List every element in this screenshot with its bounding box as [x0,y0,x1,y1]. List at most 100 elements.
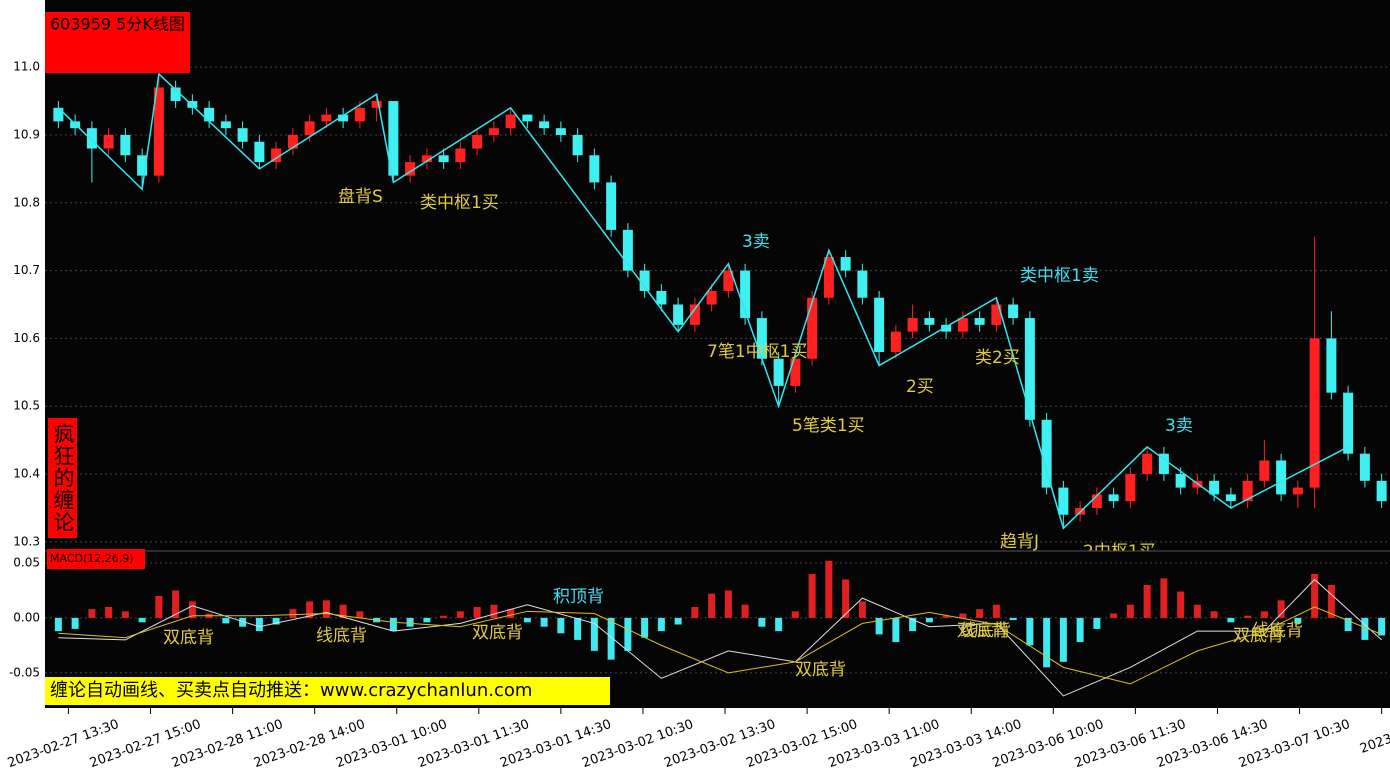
candle-body [488,128,499,135]
candle-body [405,162,416,176]
macd-bar [775,617,783,632]
y-tick-label: 10.3 [13,534,40,548]
macd-bar [808,573,816,618]
candle-body [790,358,801,386]
annotation: 2买 [906,377,934,397]
macd-bar [892,617,900,643]
candle-body [807,297,818,359]
macd-bar [138,617,146,623]
banner-box [45,677,610,705]
candle-body [120,134,131,156]
macd-bar [523,617,531,623]
macd-bar [842,579,850,618]
candle-body [823,257,834,298]
candle-body [1058,487,1069,515]
candle-body [1091,494,1102,508]
candle-body [1376,480,1387,502]
macd-bar [1160,578,1168,618]
candle-body [388,101,399,176]
candle-body [153,87,164,176]
candle-body [1041,419,1052,488]
candle-body [1008,304,1019,319]
macd-bar [1244,615,1252,618]
macd-bar [641,617,649,638]
annotation: 线底背 [960,621,1011,641]
y-tick-label: 10.5 [13,399,40,413]
candle-body [271,148,282,163]
candle-body [907,318,918,332]
candle-body [539,121,550,129]
annotation: 积顶背 [553,587,604,607]
macd-bar [88,609,96,618]
candle-body [991,304,1002,325]
candle-body [1158,453,1169,475]
macd-bar [1059,617,1067,662]
macd-bar [456,611,464,618]
macd-bar [1311,573,1319,618]
candle-body [890,331,901,352]
x-tick-label: 2023-03-07 [1358,717,1390,757]
macd-bar [1093,617,1101,629]
macd-bar [255,617,263,632]
bi-line [57,72,1349,530]
candle-body [1292,487,1303,495]
macd-bar [172,590,180,618]
candle-body [874,297,885,352]
y-tick-label: 10.6 [13,331,40,345]
y-tick-label: 0.00 [13,610,40,624]
macd-bar [724,590,732,618]
annotation: 7笔1中枢1买 [707,342,807,362]
macd-bar [590,617,598,651]
macd-bar [406,617,414,627]
annotation: 线底背 [1252,621,1303,641]
y-tick-label: 10.7 [13,263,40,277]
candle-body [204,107,215,122]
candle-body [974,318,985,325]
macd-bar [674,617,682,625]
candle-body [924,318,935,325]
annotation: 双底背 [472,623,523,643]
dif-line [58,578,1382,697]
annotation: 3卖 [1165,416,1193,436]
candle-body [857,270,868,298]
candle-body [137,155,148,176]
banner: 缠论自动画线、买卖点自动推送：www.crazychanlun.com [50,680,532,701]
candle-body [1142,453,1153,475]
candle-body [254,141,265,163]
macd-bar [925,617,933,623]
macd-bar [54,617,62,632]
macd-bar [976,609,984,618]
macd-bar [1327,584,1335,618]
chart-title: 603959 5分K线图 [50,15,185,34]
annotation: 双底背 [163,628,214,648]
y-tick-label: 0.05 [13,555,40,569]
candle-body [606,182,617,230]
candle-body [455,148,466,163]
candle-body [53,107,64,122]
macd-bar [574,617,582,640]
macd-bar [322,600,330,618]
macd-bar [557,617,565,634]
macd-bar [71,617,79,629]
candle-body [555,128,566,135]
candle-body [1242,480,1253,502]
candle-body [371,101,382,108]
macd-bar [942,615,950,618]
candle-body [941,324,952,332]
macd-bar [356,611,364,618]
candle-body [170,87,181,102]
macd-bar [1344,617,1352,632]
macd-bar [858,601,866,618]
macd-bar [490,604,498,618]
candle-body [237,128,248,142]
annotation: 趋背J [1000,532,1039,552]
macd-bar [959,613,967,618]
candle-body [304,121,315,135]
y-tick-label: 10.4 [13,467,40,481]
macd-bar [657,617,665,632]
candle-body [1175,474,1186,488]
annotation: 双底背 [1233,626,1284,646]
macd-bar [1126,604,1134,618]
